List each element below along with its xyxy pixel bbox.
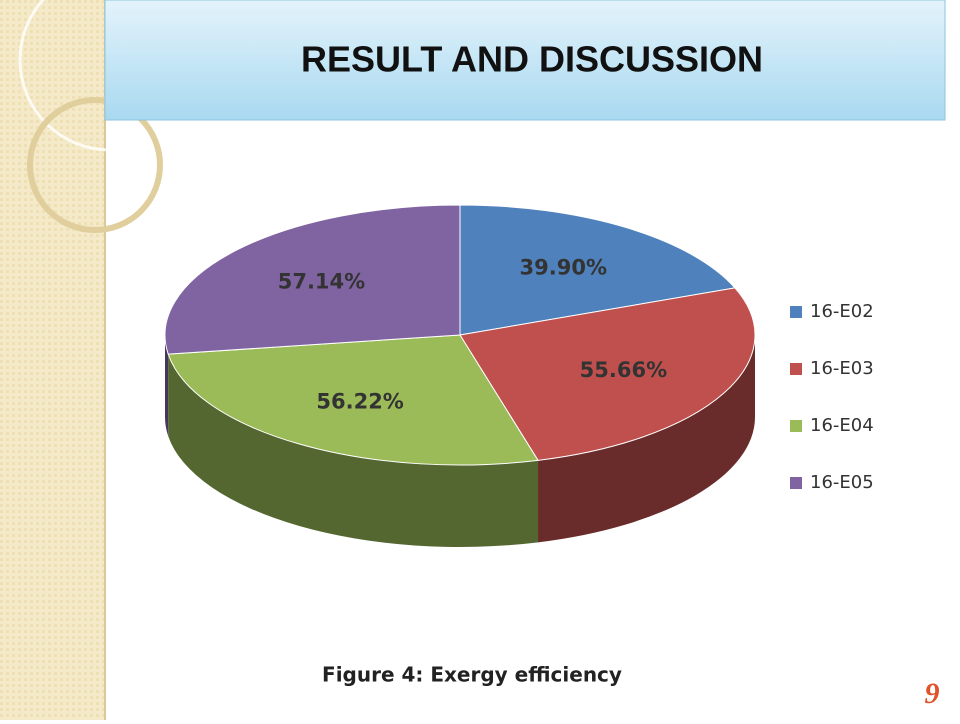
slice-side <box>165 335 169 437</box>
slice <box>164 204 461 355</box>
slice <box>459 287 756 461</box>
title-bar <box>104 0 946 121</box>
side-strip <box>0 0 105 720</box>
slice <box>459 204 736 336</box>
figure-caption: Figure 4: Exergy efficiency <box>322 663 622 687</box>
pie-chart: 39.90% 55.66% 56.22% 57.14% 16-E02 16-E03 16-E… <box>164 204 874 547</box>
slice-side <box>168 354 539 547</box>
legend-label: 16-E05 <box>810 472 874 493</box>
slice <box>167 334 539 466</box>
legend-swatch <box>790 363 802 375</box>
data-label: 39.90% <box>520 255 607 279</box>
decor-circle <box>27 97 163 233</box>
data-label: 55.66% <box>580 358 667 382</box>
legend-swatch <box>790 306 802 318</box>
slice-side <box>538 335 755 543</box>
legend-label: 16-E04 <box>810 415 874 436</box>
legend-swatch <box>790 477 802 489</box>
legend-swatch <box>790 420 802 432</box>
page-number: 9 <box>925 677 940 710</box>
legend-label: 16-E03 <box>810 358 874 379</box>
slide-title: RESULT AND DISCUSSION <box>301 39 763 80</box>
legend-label: 16-E02 <box>810 301 874 322</box>
data-label: 57.14% <box>278 269 365 293</box>
data-label: 56.22% <box>316 390 403 414</box>
